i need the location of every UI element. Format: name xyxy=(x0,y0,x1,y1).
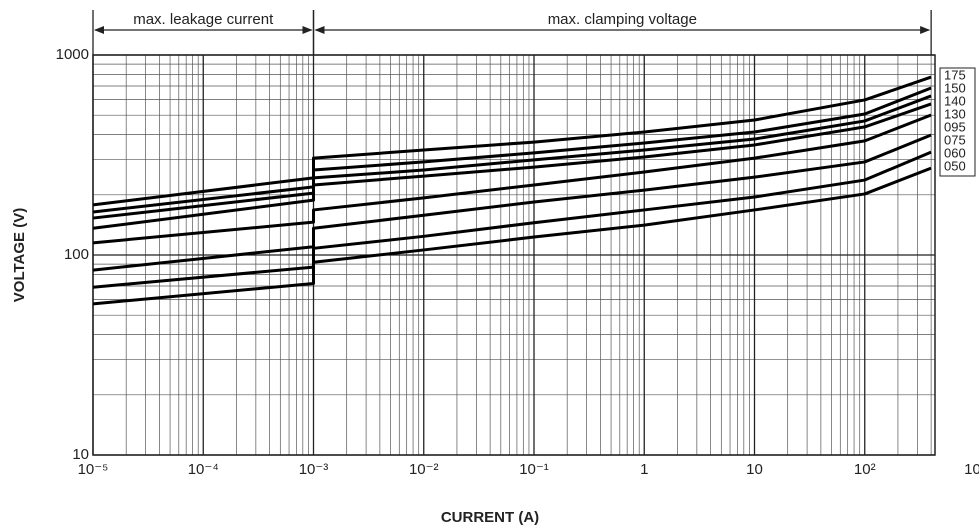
x-tick-label: 10³ xyxy=(964,461,979,478)
legend-box xyxy=(939,67,976,177)
series-line xyxy=(92,102,932,230)
series-line xyxy=(92,94,932,220)
legend-label: 060 xyxy=(944,145,966,160)
y-axis-label: VOLTAGE (V) xyxy=(11,208,28,302)
x-tick-label: 10 xyxy=(746,461,763,478)
series-line xyxy=(92,133,932,272)
legend-label: 150 xyxy=(944,80,966,95)
legend-label: 140 xyxy=(944,93,966,108)
series-line xyxy=(92,75,932,207)
series-line xyxy=(92,150,932,289)
x-axis-label: CURRENT (A) xyxy=(441,509,539,526)
legend-label: 130 xyxy=(944,106,966,121)
legend-label: 095 xyxy=(944,119,966,134)
x-tick-label: 10⁻³ xyxy=(299,461,329,478)
annotation: max. leakage current xyxy=(133,11,274,28)
series-line xyxy=(92,113,932,245)
y-tick-label: 10 xyxy=(72,446,89,463)
series-line xyxy=(92,166,932,306)
plot-frame xyxy=(92,54,936,456)
annotation: max. clamping voltage xyxy=(548,11,697,28)
y-tick-label: 1000 xyxy=(56,46,89,63)
legend-label: 175 xyxy=(944,67,966,82)
legend-label: 050 xyxy=(944,158,966,173)
x-tick-label: 1 xyxy=(640,461,648,478)
x-tick-label: 10⁻⁵ xyxy=(78,461,109,478)
legend-label: 075 xyxy=(944,132,966,147)
y-tick-label: 100 xyxy=(64,246,89,263)
x-tick-label: 10⁻¹ xyxy=(519,461,549,478)
x-tick-label: 10² xyxy=(854,461,876,478)
x-tick-label: 10⁻⁴ xyxy=(188,461,219,478)
x-tick-label: 10⁻² xyxy=(409,461,439,478)
